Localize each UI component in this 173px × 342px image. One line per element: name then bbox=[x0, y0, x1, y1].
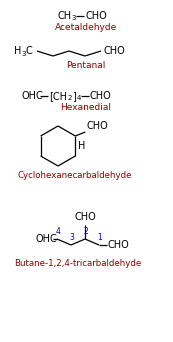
Text: H: H bbox=[78, 141, 85, 151]
Text: CHO: CHO bbox=[108, 240, 130, 250]
Text: CHO: CHO bbox=[103, 46, 125, 56]
Text: Pentanal: Pentanal bbox=[66, 62, 106, 70]
Text: OHC: OHC bbox=[22, 91, 44, 101]
Text: OHC: OHC bbox=[35, 234, 57, 244]
Text: CHO: CHO bbox=[74, 212, 96, 222]
Text: 2: 2 bbox=[84, 226, 88, 236]
Text: 2: 2 bbox=[68, 95, 72, 102]
Text: 4: 4 bbox=[56, 226, 60, 236]
Text: CH: CH bbox=[58, 11, 72, 21]
Text: Butane-1,2,4-tricarbaldehyde: Butane-1,2,4-tricarbaldehyde bbox=[14, 260, 142, 268]
Text: 3: 3 bbox=[70, 233, 74, 241]
Text: H: H bbox=[14, 46, 21, 56]
Text: 3: 3 bbox=[71, 15, 76, 22]
Text: Hexanedial: Hexanedial bbox=[61, 104, 112, 113]
Text: 3: 3 bbox=[21, 51, 25, 56]
Text: [CH: [CH bbox=[49, 91, 67, 101]
Text: Acetaldehyde: Acetaldehyde bbox=[55, 24, 117, 32]
Text: CHO: CHO bbox=[86, 121, 108, 131]
Text: C: C bbox=[26, 46, 33, 56]
Text: 4: 4 bbox=[77, 95, 81, 102]
Text: CHO: CHO bbox=[90, 91, 112, 101]
Text: 1: 1 bbox=[98, 233, 102, 241]
Text: CHO: CHO bbox=[85, 11, 107, 21]
Text: ]: ] bbox=[72, 91, 76, 101]
Text: Cyclohexanecarbaldehyde: Cyclohexanecarbaldehyde bbox=[18, 171, 132, 181]
